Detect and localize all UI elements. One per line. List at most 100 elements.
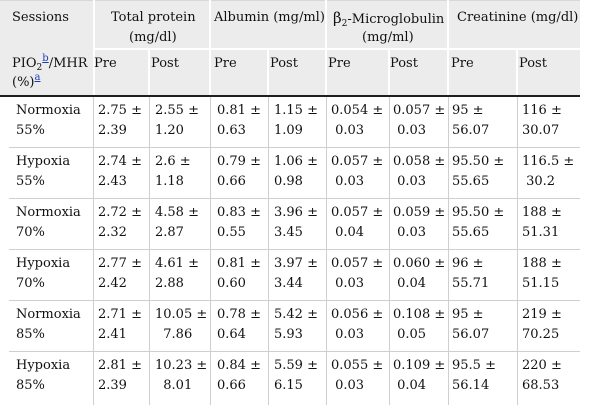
- col-sep: [210, 97, 211, 405]
- footnote-ref-b[interactable]: b: [42, 53, 49, 64]
- cell-line: 7.86: [155, 327, 193, 342]
- cell-line: 1.18: [155, 174, 184, 189]
- cell-line: 1.06 ±: [274, 154, 318, 169]
- table-top-rule: [0, 0, 580, 1]
- cell-line: 3.44: [274, 276, 303, 291]
- header-cr-pre: Pre: [451, 56, 474, 71]
- row-divider: [9, 351, 580, 352]
- cell-line: 0.83 ±: [217, 205, 261, 220]
- b2-pre-cell: 0.056 ± 0.03: [331, 305, 383, 345]
- cell-line: Normoxia: [16, 205, 81, 220]
- cell-line: 0.059 ±: [393, 205, 446, 220]
- cr-pre-cell: 95.5 ± 56.14: [452, 356, 496, 396]
- cell-line: 85%: [16, 327, 45, 342]
- alb-post-cell: 3.97 ± 3.44: [274, 254, 318, 294]
- cell-line: 5.93: [274, 327, 303, 342]
- b2-post-cell: 0.058 ± 0.03: [393, 152, 445, 192]
- alb-post-cell: 1.15 ± 1.09: [274, 101, 318, 141]
- cr-post-cell: 188 ± 51.31: [522, 203, 562, 243]
- cell-line: 30.07: [522, 123, 560, 138]
- col-sep: [448, 97, 449, 405]
- cell-line: 0.057 ±: [331, 256, 384, 271]
- b2-pre-cell: 0.054 ± 0.03: [331, 101, 383, 141]
- cell-line: 0.04: [393, 378, 427, 393]
- cr-post-cell: 220 ± 68.53: [522, 356, 562, 396]
- cell-line: 0.78 ±: [217, 307, 261, 322]
- col-sep: [326, 97, 327, 405]
- cell-line: 0.058 ±: [393, 154, 446, 169]
- cell-line: 0.04: [331, 225, 365, 240]
- header-tp-post: Post: [151, 56, 179, 71]
- cell-line: 95.50 ±: [452, 205, 505, 220]
- cell-line: 2.43: [98, 174, 127, 189]
- session-cell: Hypoxia 70%: [16, 254, 70, 294]
- cell-line: 55.65: [452, 225, 490, 240]
- cell-line: 68.53: [522, 378, 560, 393]
- cell-line: 1.15 ±: [274, 103, 318, 118]
- cell-line: 0.03: [331, 327, 365, 342]
- header-b2-post: Post: [390, 56, 418, 71]
- b2-post-cell: 0.060 ± 0.04: [393, 254, 445, 294]
- b2-pre-cell: 0.057 ± 0.03: [331, 152, 383, 192]
- cell-line: 2.39: [98, 123, 127, 138]
- cell-line: 4.61 ±: [155, 256, 199, 271]
- header-alb-pre: Pre: [214, 56, 237, 71]
- tp-pre-cell: 2.75 ± 2.39: [98, 101, 142, 141]
- col-sep: [517, 97, 518, 405]
- tp-post-cell: 4.58 ± 2.87: [155, 203, 199, 243]
- b2-post-cell: 0.108 ± 0.05: [393, 305, 445, 345]
- cell-line: 4.58 ±: [155, 205, 199, 220]
- cell-line: 0.057 ±: [393, 103, 446, 118]
- header-total-protein: Total protein: [111, 10, 196, 25]
- header-b2-microglobulin: β2-Microglobulin: [333, 8, 444, 31]
- cell-line: 0.66: [217, 174, 246, 189]
- cell-line: 116 ±: [522, 103, 562, 118]
- session-cell: Hypoxia 85%: [16, 356, 70, 396]
- b2-post-cell: 0.059 ± 0.03: [393, 203, 445, 243]
- cell-line: 0.057 ±: [331, 205, 384, 220]
- cell-line: 6.15: [274, 378, 303, 393]
- cell-line: 70%: [16, 225, 45, 240]
- cell-line: 30.2: [522, 174, 556, 189]
- cell-line: 55%: [16, 123, 45, 138]
- cell-line: 0.79 ±: [217, 154, 261, 169]
- cell-line: 0.03: [393, 174, 427, 189]
- header-col-sep: [93, 0, 95, 96]
- footnote-ref-a[interactable]: a: [34, 72, 41, 83]
- header-col-sep: [388, 48, 390, 96]
- header-alb-post: Post: [270, 56, 298, 71]
- cell-line: 0.03: [331, 174, 365, 189]
- cell-line: 51.15: [522, 276, 560, 291]
- header-divider: [95, 48, 580, 50]
- session-cell: Hypoxia 55%: [16, 152, 70, 192]
- tp-pre-cell: 2.71 ± 2.41: [98, 305, 142, 345]
- header-col-sep: [148, 48, 150, 96]
- tp-pre-cell: 2.81 ± 2.39: [98, 356, 142, 396]
- alb-pre-cell: 0.81 ± 0.63: [217, 101, 261, 141]
- cell-line: 0.060 ±: [393, 256, 446, 271]
- cell-line: 0.64: [217, 327, 246, 342]
- header-b2-pre: Pre: [328, 56, 351, 71]
- row-divider: [9, 147, 580, 148]
- row-divider: [9, 300, 580, 301]
- header-col-sep: [209, 0, 211, 96]
- alb-pre-cell: 0.79 ± 0.66: [217, 152, 261, 192]
- cell-line: 3.96 ±: [274, 205, 318, 220]
- b2-subscript: 2: [341, 19, 348, 29]
- cell-line: 116.5 ±: [522, 154, 575, 169]
- header-sessions: Sessions: [12, 10, 69, 25]
- cell-line: 8.01: [155, 378, 193, 393]
- cell-line: 51.31: [522, 225, 560, 240]
- alb-post-cell: 3.96 ± 3.45: [274, 203, 318, 243]
- cell-line: 0.03: [331, 276, 365, 291]
- alb-post-cell: 1.06 ± 0.98: [274, 152, 318, 192]
- cell-line: 0.60: [217, 276, 246, 291]
- col-sep: [268, 97, 269, 405]
- cell-line: 56.07: [452, 123, 490, 138]
- cell-line: 95.50 ±: [452, 154, 505, 169]
- b2-label: -Microglobulin: [347, 12, 445, 27]
- alb-pre-cell: 0.83 ± 0.55: [217, 203, 261, 243]
- header-col-sep: [267, 48, 269, 96]
- cell-line: 2.77 ±: [98, 256, 142, 271]
- cell-line: 10.05 ±: [155, 307, 208, 322]
